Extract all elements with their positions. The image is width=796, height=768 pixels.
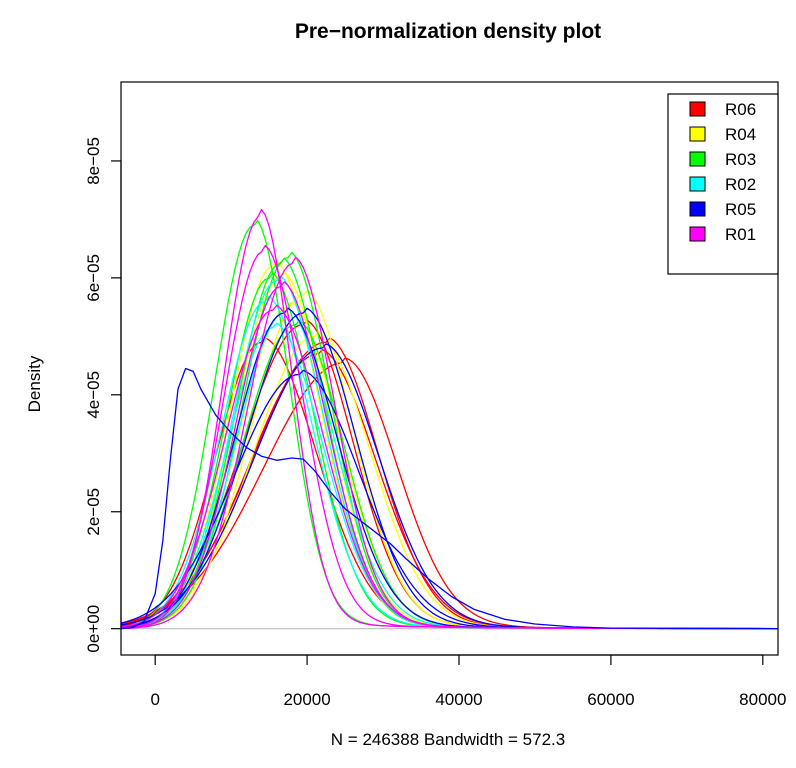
legend-swatch-r03 [689, 151, 706, 167]
legend-label-r01: R01 [725, 225, 756, 244]
legend-label-r05: R05 [725, 200, 756, 219]
legend-label-r06: R06 [725, 100, 756, 119]
legend-swatch-r06 [689, 101, 706, 117]
legend-swatch-r02 [689, 176, 706, 192]
legend-swatch-r01 [689, 226, 706, 242]
density-curve-29 [120, 367, 779, 630]
legend-swatch-r04 [689, 126, 706, 142]
x-tick-label: 40000 [435, 690, 482, 709]
y-tick-label: 8e−05 [84, 137, 103, 185]
y-tick-label: 0e+00 [84, 605, 103, 653]
x-tick-label: 20000 [283, 690, 330, 709]
x-axis-title: N = 246388 Bandwidth = 572.3 [331, 730, 565, 749]
x-tick-label: 0 [150, 690, 159, 709]
legend: R06 R04 R03 R02 R05 R01 [667, 93, 779, 275]
legend-label-r02: R02 [725, 175, 756, 194]
legend-swatch-r05 [689, 201, 706, 217]
x-axis: 0 20000 40000 60000 80000 [150, 654, 786, 709]
legend-label-r03: R03 [725, 150, 756, 169]
y-axis-title: Density [25, 355, 44, 412]
chart-title: Pre−normalization density plot [295, 20, 601, 43]
y-axis: 0e+00 2e−05 4e−05 6e−05 8e−05 [84, 137, 122, 653]
legend-label-r04: R04 [725, 125, 756, 144]
x-tick-label: 80000 [739, 690, 786, 709]
y-tick-label: 2e−05 [84, 488, 103, 536]
legend-box [667, 93, 779, 275]
y-tick-label: 4e−05 [84, 371, 103, 419]
x-tick-label: 60000 [587, 690, 634, 709]
series-layer [120, 208, 779, 630]
y-tick-label: 6e−05 [84, 254, 103, 302]
